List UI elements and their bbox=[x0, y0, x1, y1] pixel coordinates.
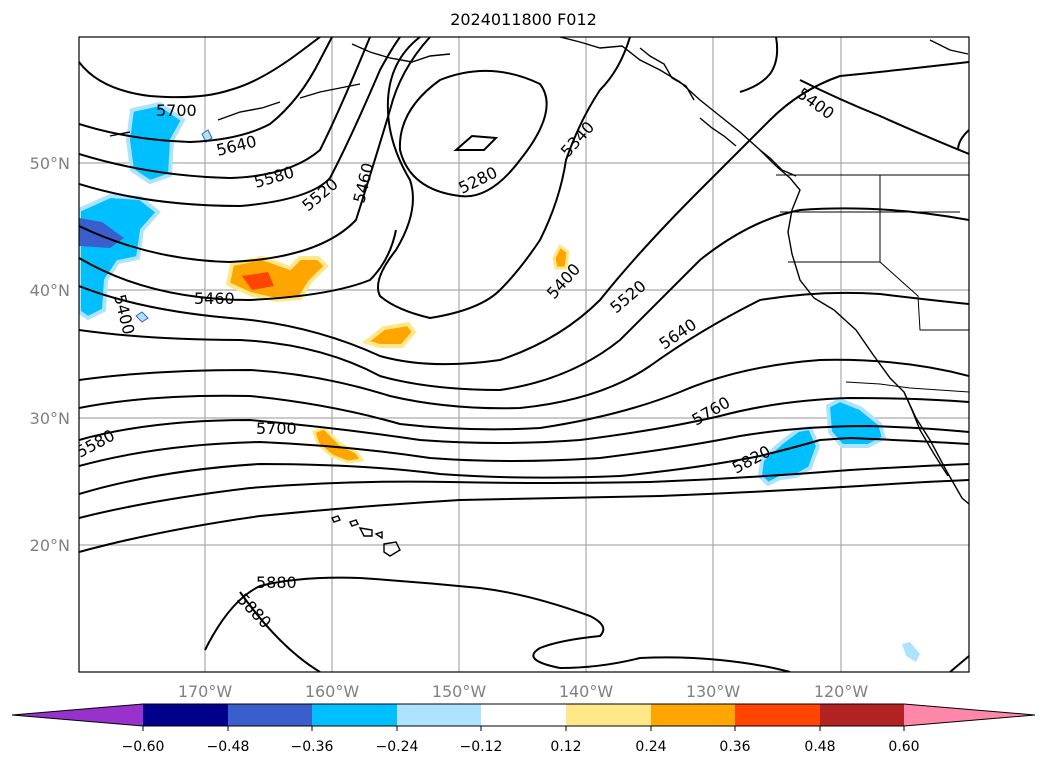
svg-text:160°W: 160°W bbox=[305, 682, 360, 701]
height-contours bbox=[79, 37, 969, 672]
svg-text:−0.60: −0.60 bbox=[122, 739, 165, 755]
svg-text:170°W: 170°W bbox=[178, 682, 233, 701]
svg-text:5880: 5880 bbox=[256, 573, 297, 592]
svg-text:0.24: 0.24 bbox=[635, 739, 666, 755]
colorbar-segment bbox=[312, 704, 397, 726]
svg-text:40°N: 40°N bbox=[30, 281, 70, 300]
svg-text:20°N: 20°N bbox=[30, 536, 70, 555]
hawaii-islands bbox=[331, 515, 401, 557]
longitude-labels: 170°W 160°W 150°W 140°W 130°W 120°W bbox=[178, 682, 869, 701]
svg-text:0.48: 0.48 bbox=[804, 739, 835, 755]
map-frame bbox=[78, 36, 970, 673]
colorbar-segment bbox=[397, 704, 481, 726]
svg-text:−0.36: −0.36 bbox=[291, 739, 334, 755]
svg-text:120°W: 120°W bbox=[814, 682, 869, 701]
svg-text:0.12: 0.12 bbox=[550, 739, 581, 755]
svg-text:50°N: 50°N bbox=[30, 154, 70, 173]
svg-text:0.36: 0.36 bbox=[719, 739, 750, 755]
svg-text:5460: 5460 bbox=[194, 289, 235, 308]
colorbar-segment bbox=[143, 704, 228, 726]
colorbar-extend-left bbox=[12, 704, 143, 726]
map-background bbox=[79, 37, 969, 672]
colorbar-extend-right bbox=[904, 704, 1035, 726]
colorbar-segment bbox=[566, 704, 651, 726]
colorbar-tick-labels: −0.60 −0.48 −0.36 −0.24 −0.12 0.12 0.24 … bbox=[122, 739, 920, 755]
graticule bbox=[79, 37, 969, 672]
svg-text:130°W: 130°W bbox=[686, 682, 741, 701]
map-title: 2024011800 F012 bbox=[450, 10, 597, 29]
anomaly-shading bbox=[79, 101, 920, 662]
colorbar-segment bbox=[481, 704, 566, 726]
svg-text:−0.12: −0.12 bbox=[460, 739, 503, 755]
boundaries bbox=[776, 174, 969, 393]
colorbar-segment bbox=[735, 704, 820, 726]
svg-text:5700: 5700 bbox=[156, 101, 197, 120]
colorbar: −0.60 −0.48 −0.36 −0.24 −0.12 0.12 0.24 … bbox=[11, 703, 1036, 755]
svg-text:30°N: 30°N bbox=[30, 409, 70, 428]
svg-text:0.60: 0.60 bbox=[888, 739, 919, 755]
svg-text:−0.24: −0.24 bbox=[376, 739, 419, 755]
svg-text:140°W: 140°W bbox=[559, 682, 614, 701]
svg-text:5700: 5700 bbox=[256, 419, 297, 438]
latitude-labels: 50°N 40°N 30°N 20°N bbox=[30, 154, 70, 555]
colorbar-tick-marks bbox=[142, 726, 905, 731]
colorbar-segment bbox=[651, 704, 735, 726]
colorbar-segment bbox=[228, 704, 312, 726]
svg-text:−0.48: −0.48 bbox=[207, 739, 250, 755]
svg-text:150°W: 150°W bbox=[432, 682, 487, 701]
colorbar-segment bbox=[820, 704, 904, 726]
